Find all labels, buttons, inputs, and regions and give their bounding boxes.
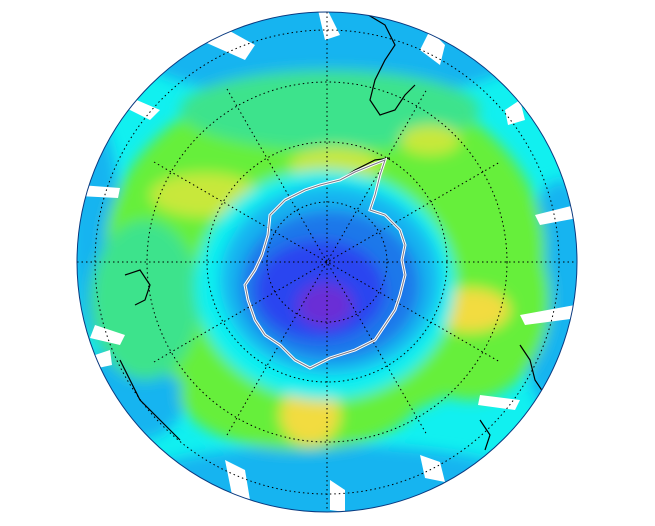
ozone-hole-contour-inner <box>244 159 406 369</box>
globe-outline <box>76 11 578 513</box>
graticule <box>77 12 577 512</box>
globe <box>77 12 577 512</box>
teal-zone-north <box>180 70 480 150</box>
south-america-coast <box>359 12 416 116</box>
southern-africa-west-coast <box>119 359 181 441</box>
yellow-patch-northeast <box>400 125 460 155</box>
africa-coast <box>124 269 151 306</box>
new-zealand-coast <box>479 419 491 451</box>
hole-violet <box>297 283 353 327</box>
